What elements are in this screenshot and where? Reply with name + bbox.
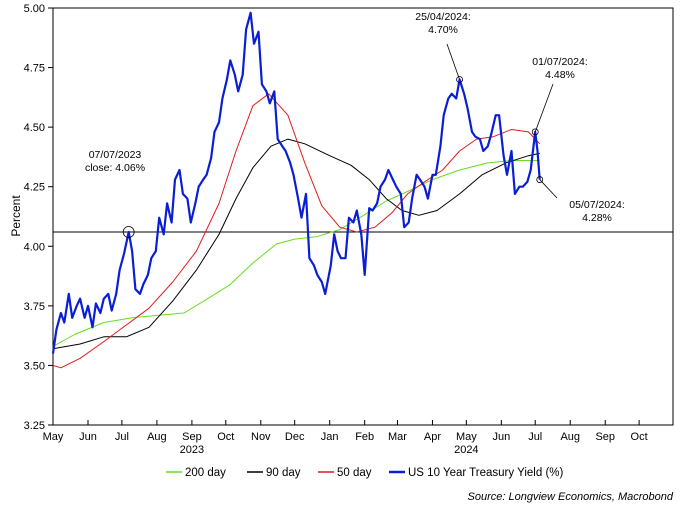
y-tick-label: 4.25 <box>24 182 45 194</box>
y-tick-label: 4.50 <box>24 122 45 134</box>
x-tick-label: Sep <box>182 431 202 443</box>
annotation-label: 07/07/2023 <box>89 149 142 161</box>
y-tick-label: 3.25 <box>24 420 45 432</box>
annotation-label: 4.48% <box>545 69 575 81</box>
x-tick-label: Aug <box>560 431 580 443</box>
x-tick-label: Oct <box>631 431 648 443</box>
x-tick-label: Jun <box>79 431 97 443</box>
series-line <box>52 160 540 347</box>
legend-label: 200 day <box>185 467 226 479</box>
annotation-marker <box>122 226 135 238</box>
x-tick-label: Sep <box>595 431 615 443</box>
y-tick-label: 3.50 <box>24 360 45 372</box>
annotation-leader <box>539 179 558 199</box>
annotation-label: 01/07/2024: <box>532 56 587 68</box>
annotation-leader <box>534 83 554 133</box>
x-tick-label: Oct <box>217 431 234 443</box>
x-tick-label: Jul <box>115 431 129 443</box>
annotation-label: 05/07/2024: <box>569 199 624 211</box>
x-tick-label: Jul <box>528 431 542 443</box>
x-tick-label: Nov <box>251 431 271 443</box>
x-year-label: 2023 <box>180 444 204 456</box>
x-tick-label: Feb <box>355 431 374 443</box>
annotation-label: close: 4.06% <box>85 162 145 174</box>
annotation-marker <box>531 128 539 136</box>
annotation-leader <box>446 43 460 80</box>
plot-frame <box>52 7 674 426</box>
y-tick-label: 4.00 <box>24 241 45 253</box>
source-note: Source: Longview Economics, Macrobond <box>468 491 674 503</box>
legend: 200 day 90 day 50 day US 10 Year Treasury Y… <box>166 467 563 479</box>
annotation-label: 4.28% <box>582 212 612 224</box>
legend-label: US 10 Year Treasury Yield (%) <box>408 467 563 479</box>
x-tick-label: Aug <box>147 431 167 443</box>
legend-label: 90 day <box>266 467 301 479</box>
x-tick-label: May <box>43 431 64 443</box>
series-line <box>52 138 540 350</box>
x-axis: May Jun Jul Aug Sep Oct Nov Dec Jan Feb Mar Apr May J… <box>43 420 648 456</box>
y-axis: 3.25 3.50 3.75 4.00 4.25 4.50 4.75 5.00 <box>24 3 53 432</box>
series-layer <box>51 11 541 369</box>
annotation-marker <box>456 76 463 83</box>
legend-label: 50 day <box>337 467 372 479</box>
y-tick-label: 5.00 <box>24 3 45 15</box>
x-tick-label: Mar <box>388 431 407 443</box>
annotation-label: 4.70% <box>428 24 458 36</box>
series-line <box>52 93 541 369</box>
annotation-label: 25/04/2024: <box>415 11 470 23</box>
series-line <box>51 11 541 354</box>
x-tick-label: May <box>456 431 477 443</box>
annotation-marker <box>536 176 544 183</box>
x-tick-label: Jan <box>321 431 339 443</box>
y-tick-label: 4.75 <box>24 63 45 75</box>
x-tick-label: Dec <box>285 431 305 443</box>
x-tick-label: Apr <box>424 431 441 443</box>
x-year-label: 2024 <box>454 444 478 456</box>
x-tick-label: Jun <box>492 431 510 443</box>
y-axis-title: Percent <box>9 195 23 237</box>
y-tick-label: 3.75 <box>24 301 45 313</box>
